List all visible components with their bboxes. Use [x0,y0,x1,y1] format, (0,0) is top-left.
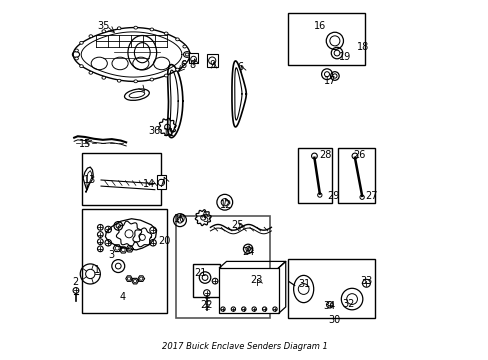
Text: 11: 11 [163,129,175,138]
Text: 27: 27 [365,191,377,201]
Ellipse shape [175,38,179,41]
Polygon shape [105,219,156,250]
Text: 14: 14 [143,179,155,189]
Bar [298,148,332,203]
Text: 28: 28 [318,150,331,160]
Ellipse shape [102,76,105,79]
Bar [206,54,217,67]
Text: 23: 23 [250,275,262,285]
Ellipse shape [89,71,92,74]
Text: 12: 12 [220,200,232,210]
Ellipse shape [117,79,121,82]
Bar [337,148,375,203]
Ellipse shape [80,41,83,44]
Bar [219,268,278,314]
Text: 29: 29 [326,191,339,201]
Ellipse shape [164,32,168,35]
Text: 4: 4 [119,292,125,302]
Text: 24: 24 [242,247,254,257]
Ellipse shape [175,68,179,71]
Bar [176,216,269,318]
Text: 16: 16 [313,21,325,31]
Ellipse shape [134,26,137,29]
Bar [189,53,198,63]
Text: 1: 1 [94,265,101,275]
Text: 9: 9 [209,60,215,70]
Bar [287,13,364,65]
Ellipse shape [150,28,153,31]
Ellipse shape [75,49,78,52]
Text: 26: 26 [352,150,365,160]
Bar [82,153,161,205]
Text: 33: 33 [360,276,372,286]
Bar [82,209,166,313]
Text: 7: 7 [158,179,164,189]
Ellipse shape [134,80,137,83]
Text: 2017 Buick Enclave Senders Diagram 1: 2017 Buick Enclave Senders Diagram 1 [161,342,327,351]
Bar [156,175,165,189]
Text: 6: 6 [237,62,244,72]
Text: 31: 31 [298,279,310,289]
Bar [193,264,220,297]
Text: 18: 18 [356,42,368,52]
Text: 20: 20 [159,236,171,246]
Ellipse shape [89,35,92,38]
Text: 30: 30 [327,315,340,325]
Ellipse shape [80,65,83,68]
Text: 25: 25 [231,220,243,230]
Ellipse shape [185,53,188,56]
Text: 15: 15 [79,139,91,149]
Text: 8: 8 [189,60,195,70]
Text: 3: 3 [108,250,115,260]
Text: 10: 10 [173,215,186,224]
Text: 32: 32 [342,299,354,309]
Text: 34: 34 [323,301,335,311]
Ellipse shape [150,78,153,81]
Text: 22: 22 [200,300,213,310]
Text: 13: 13 [83,175,96,185]
Text: 17: 17 [323,76,335,86]
Ellipse shape [164,74,168,77]
Ellipse shape [102,30,105,33]
Ellipse shape [183,45,186,48]
Text: 36: 36 [148,126,161,135]
Text: 35: 35 [98,21,110,31]
Ellipse shape [183,61,186,64]
Text: 6: 6 [180,60,186,70]
Text: 21: 21 [194,268,206,278]
Text: 19: 19 [338,52,350,62]
Ellipse shape [117,27,121,30]
Ellipse shape [75,57,78,60]
Bar [287,259,375,318]
Text: 5: 5 [202,215,208,224]
Text: 2: 2 [72,277,78,287]
